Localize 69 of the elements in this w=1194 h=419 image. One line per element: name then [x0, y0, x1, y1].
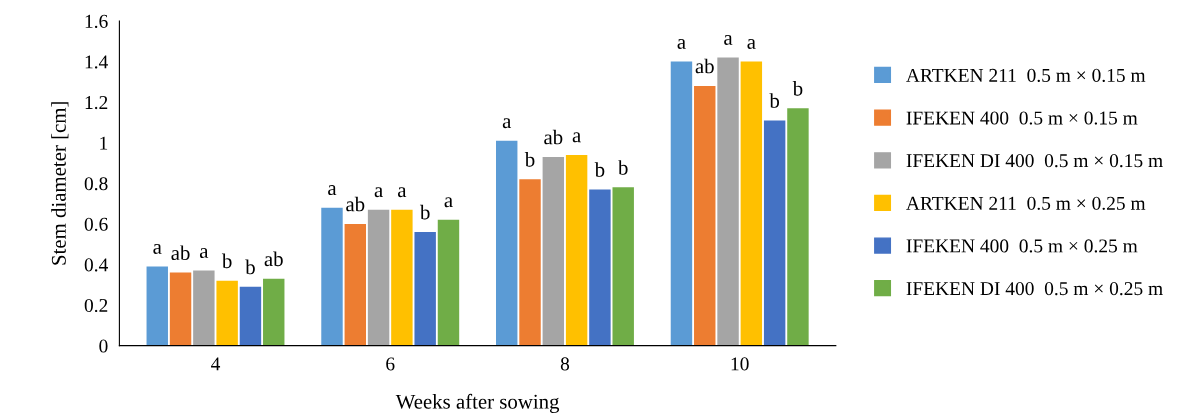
- bar: [670, 61, 693, 346]
- data-label: ab: [264, 251, 283, 267]
- x-tick-label: 4: [211, 357, 221, 371]
- data-label: a: [153, 243, 162, 254]
- y-axis-title: Stem diameter [cm]: [51, 102, 69, 265]
- bar: [612, 187, 634, 346]
- bar: [414, 232, 436, 346]
- legend-label: ARTKEN 211 0.5 m × 0.15 m: [906, 68, 1146, 83]
- bar: [391, 209, 413, 346]
- bar: [589, 189, 611, 346]
- y-tick-label: 0.2: [84, 298, 108, 313]
- data-label: ab: [346, 196, 365, 212]
- bar: [367, 209, 390, 346]
- y-tick-label: 1.2: [85, 96, 108, 110]
- data-label: b: [524, 152, 535, 167]
- bar: [169, 272, 192, 346]
- data-label: a: [572, 132, 581, 143]
- y-tick-label: 0.4: [84, 258, 108, 272]
- bar: [542, 156, 565, 346]
- data-label: b: [792, 80, 803, 96]
- x-tick-label: 10: [731, 357, 749, 371]
- data-label: b: [769, 93, 780, 108]
- bar: [787, 108, 809, 346]
- y-tick-label: 1.4: [85, 55, 108, 69]
- bar: [193, 270, 215, 346]
- y-tick-label: 0.6: [84, 217, 108, 231]
- data-label: a: [199, 248, 209, 259]
- data-label: a: [677, 39, 686, 49]
- bar: [694, 85, 716, 346]
- data-label: a: [328, 185, 337, 196]
- legend-label: IFEKEN 400 0.5 m × 0.25 m: [906, 239, 1138, 253]
- bar: [263, 278, 285, 346]
- y-tick-label: 1.6: [85, 14, 108, 28]
- legend-label: ARTKEN 211 0.5 m × 0.25 m: [906, 196, 1146, 210]
- data-label: b: [594, 162, 605, 177]
- legend-label: IFEKEN DI 400 0.5 m × 0.25 m: [906, 282, 1163, 296]
- bar: [321, 207, 343, 346]
- data-label: a: [374, 187, 383, 198]
- data-label: ab: [171, 245, 190, 261]
- y-tick-label: 1: [100, 136, 108, 150]
- bar: [344, 223, 366, 346]
- bar: [763, 120, 786, 346]
- bar: [146, 266, 168, 346]
- x-tick-label: 8: [560, 357, 570, 371]
- bar: [216, 280, 238, 346]
- data-label: b: [618, 160, 628, 175]
- data-label: a: [502, 118, 512, 129]
- data-label: ab: [544, 129, 563, 145]
- data-label: a: [747, 39, 756, 49]
- y-tick-label: 0: [99, 339, 108, 353]
- x-axis-title: Weeks after sowing: [395, 393, 560, 414]
- data-label: b: [245, 259, 255, 275]
- y-tick-label: 0.8: [84, 177, 108, 191]
- x-tick-label: 6: [386, 357, 395, 371]
- bar: [717, 57, 739, 346]
- bar: [565, 154, 588, 346]
- legend-label: IFEKEN DI 400 0.5 m × 0.15 m: [906, 154, 1163, 168]
- bar: [239, 286, 262, 346]
- bar: [740, 61, 763, 346]
- data-label: b: [221, 253, 232, 269]
- data-label: ab: [695, 58, 714, 74]
- data-label: a: [444, 197, 453, 208]
- bar: [496, 140, 518, 346]
- data-label: a: [397, 187, 407, 198]
- data-label: a: [724, 34, 733, 45]
- bar: [519, 179, 541, 346]
- data-label: b: [419, 204, 430, 220]
- bar: [437, 219, 460, 346]
- legend-label: IFEKEN 400 0.5 m × 0.15 m: [906, 111, 1138, 125]
